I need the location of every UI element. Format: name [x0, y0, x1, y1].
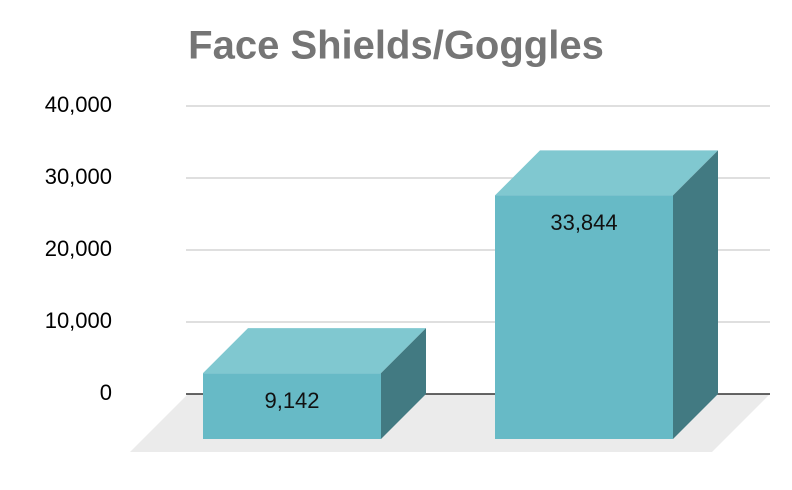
chart-title: Face Shields/Goggles — [188, 24, 604, 68]
bar-top — [495, 150, 718, 196]
y-tick-label: 0 — [100, 380, 112, 405]
bar: 33,844 — [495, 150, 718, 440]
bar-side — [673, 150, 718, 440]
bar-top — [203, 328, 426, 374]
value-label: 33,844 — [550, 210, 617, 235]
y-tick-label: 20,000 — [45, 236, 112, 261]
y-tick-label: 30,000 — [45, 164, 112, 189]
value-label: 9,142 — [264, 388, 319, 413]
y-tick-label: 10,000 — [45, 308, 112, 333]
bar: 9,142 — [203, 328, 426, 439]
bar-front — [495, 195, 673, 439]
y-tick-label: 40,000 — [45, 92, 112, 117]
bar-front — [203, 373, 381, 439]
bar-side — [381, 328, 426, 439]
